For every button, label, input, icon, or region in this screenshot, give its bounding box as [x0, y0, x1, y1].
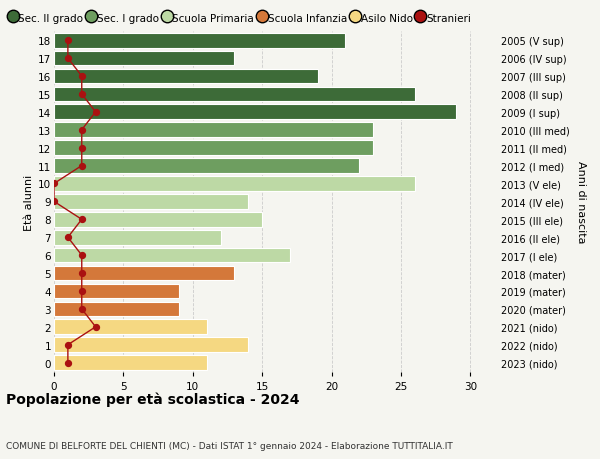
Bar: [54, 69, 317, 84]
Bar: [54, 284, 179, 299]
Point: [77, 162, 86, 170]
Point: [63, 341, 73, 349]
Y-axis label: Anni di nascita: Anni di nascita: [576, 161, 586, 243]
Point: [91, 324, 100, 331]
Point: [91, 109, 100, 116]
Bar: [54, 320, 206, 335]
Bar: [54, 230, 221, 245]
Point: [77, 91, 86, 98]
Point: [77, 288, 86, 295]
Point: [49, 198, 59, 206]
Point: [63, 55, 73, 62]
Point: [63, 37, 73, 45]
Bar: [54, 51, 235, 66]
Point: [77, 216, 86, 224]
Text: COMUNE DI BELFORTE DEL CHIENTI (MC) - Dati ISTAT 1° gennaio 2024 - Elaborazione : COMUNE DI BELFORTE DEL CHIENTI (MC) - Da…: [6, 441, 453, 450]
Bar: [54, 356, 206, 370]
Point: [77, 145, 86, 152]
Bar: [54, 123, 373, 138]
Point: [77, 127, 86, 134]
Point: [49, 180, 59, 188]
Bar: [54, 177, 415, 191]
Bar: [54, 105, 457, 120]
Bar: [54, 34, 346, 48]
Point: [63, 234, 73, 241]
Point: [77, 252, 86, 259]
Bar: [54, 87, 415, 102]
Bar: [54, 302, 179, 317]
Point: [77, 270, 86, 277]
Bar: [54, 338, 248, 353]
Text: Popolazione per età scolastica - 2024: Popolazione per età scolastica - 2024: [6, 392, 299, 406]
Bar: [54, 195, 248, 209]
Bar: [54, 266, 235, 281]
Legend: Sec. II grado, Sec. I grado, Scuola Primaria, Scuola Infanzia, Asilo Nido, Stran: Sec. II grado, Sec. I grado, Scuola Prim…: [10, 13, 471, 23]
Bar: [54, 159, 359, 174]
Bar: [54, 248, 290, 263]
Point: [77, 306, 86, 313]
Point: [77, 73, 86, 80]
Bar: [54, 141, 373, 156]
Point: [63, 359, 73, 367]
Y-axis label: Età alunni: Età alunni: [24, 174, 34, 230]
Bar: [54, 213, 262, 227]
